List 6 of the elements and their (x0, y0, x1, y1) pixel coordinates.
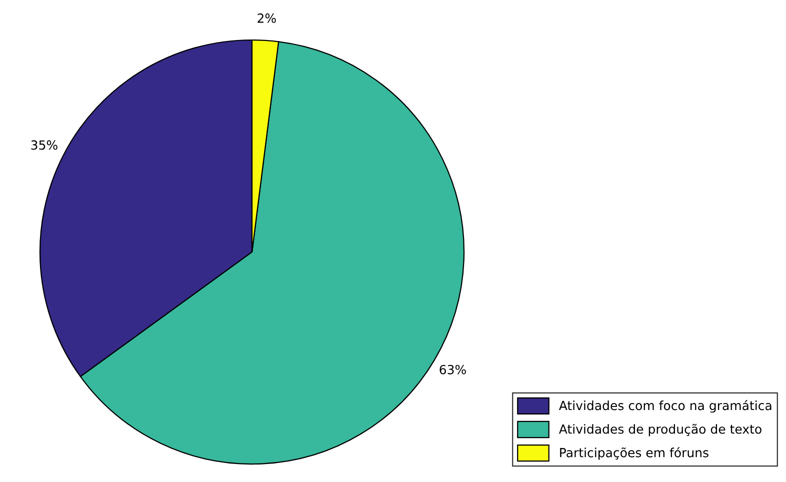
legend-label: Atividades com foco na gramática (558, 400, 772, 413)
data-label: 2% (258, 13, 276, 23)
data-label: 35% (31, 140, 58, 150)
legend-label: Participações em fóruns (560, 447, 708, 460)
data-label: 63% (440, 364, 466, 374)
legend-label: Atividades de produção de texto (558, 424, 762, 436)
